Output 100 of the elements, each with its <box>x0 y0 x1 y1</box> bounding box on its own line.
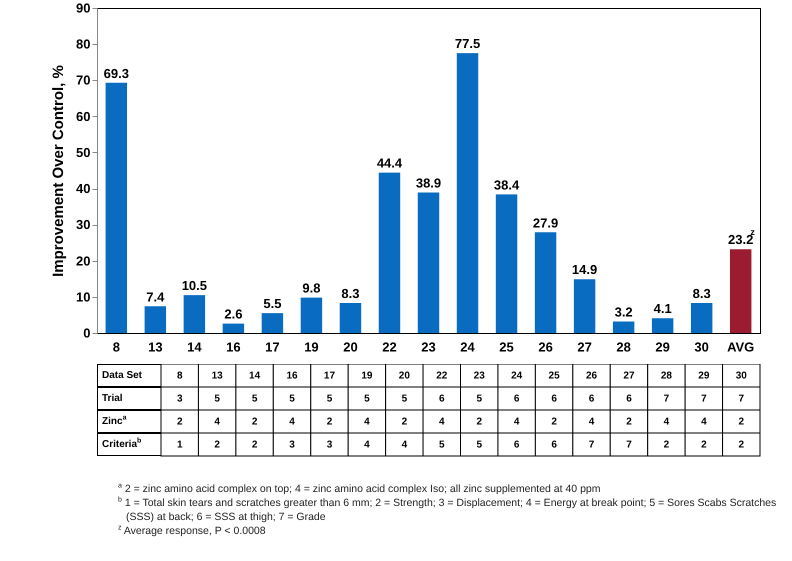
bar <box>456 53 478 333</box>
bar <box>418 192 440 333</box>
data-label: 4 <box>289 416 296 428</box>
data-label: 4 <box>588 416 595 428</box>
x-tick-label: 13 <box>148 340 163 354</box>
bar <box>184 295 206 333</box>
bar <box>574 279 596 333</box>
x-tick-label: 24 <box>460 340 476 354</box>
bar <box>690 303 712 333</box>
data-label: 14 <box>249 370 261 382</box>
data-label: 4 <box>439 416 445 428</box>
bar <box>534 232 556 333</box>
data-label: 5 <box>326 394 333 404</box>
data-label: 5.5 <box>263 296 282 312</box>
data-label: 8.3 <box>692 286 711 302</box>
y-tick-label: 20 <box>76 253 90 268</box>
x-tick-label: 23 <box>421 340 436 354</box>
bar <box>730 249 752 333</box>
data-label: 4 <box>514 416 520 428</box>
x-tick-label: 8 <box>112 340 120 354</box>
data-label: 3 <box>176 394 183 404</box>
data-label: 77.5 <box>454 36 480 52</box>
data-label: 2 <box>551 416 558 428</box>
x-tick-label: 25 <box>499 340 514 354</box>
bar <box>144 306 166 333</box>
data-label: 7 <box>664 394 670 404</box>
bar <box>262 313 284 333</box>
data-label: 2 <box>626 416 632 428</box>
data-label: 2 <box>176 416 183 428</box>
y-tick-label: Criteria$^{b}$ <box>97 433 161 456</box>
data-label: 5 <box>252 394 258 404</box>
bar <box>496 194 518 333</box>
data-label: 2 <box>738 440 744 450</box>
y-tick-label: 90 <box>76 0 90 16</box>
data-label: 1 <box>176 440 183 450</box>
data-label: 2.6 <box>224 306 242 322</box>
data-label: 7 <box>738 394 744 404</box>
data-label: 4 <box>701 416 708 428</box>
data-label: 44.4 <box>376 156 403 171</box>
data-label: 14.9 <box>572 262 598 278</box>
data-label: 6 <box>551 440 558 450</box>
y-tick-label: 70 <box>76 72 90 88</box>
bar <box>222 324 244 333</box>
data-label: 38.4 <box>494 177 520 192</box>
bar <box>106 82 128 333</box>
data-label: 27.9 <box>532 215 558 230</box>
x-tick-label: 30 <box>694 340 709 354</box>
data-label: 4 <box>402 440 408 450</box>
data-label: 2 <box>738 416 744 428</box>
data-label: 6 <box>551 394 558 404</box>
data-label: 17 <box>324 370 336 382</box>
data-label: 13 <box>212 370 224 382</box>
data-label: 10.5 <box>182 278 208 294</box>
data-label: 20 <box>398 370 410 382</box>
data-label: 5 <box>214 394 220 404</box>
y-tick-label: Data Set <box>97 364 161 387</box>
data-label: 24 <box>511 370 523 382</box>
x-tick-label: AVG <box>727 340 754 354</box>
data-label: 5 <box>289 394 296 404</box>
data-label: 8 <box>176 370 183 382</box>
data-label: 29 <box>698 370 710 382</box>
x-tick-label: 14 <box>187 340 202 354</box>
data-label: 8.3 <box>341 286 360 302</box>
text: $^{b}$ 1 = Total skin tears and scratches greater than 6 mm; 2 = Strength; 3 = Displacement; 4 = Energy at break point; 5 = Sores Scabs Scratches (SSS) at back; 6 = SSS at thigh; 7 = Grade <box>118 496 778 524</box>
data-label: 3 <box>289 440 296 450</box>
data-label: 28 <box>660 370 672 382</box>
x-tick-label: 27 <box>577 340 592 354</box>
data-label: 4.1 <box>654 301 672 316</box>
data-label: 9.8 <box>302 280 320 296</box>
data-label: 69.3 <box>104 66 129 81</box>
bar <box>612 321 634 333</box>
data-label: 5 <box>402 394 408 404</box>
x-tick-label: 19 <box>304 340 319 354</box>
x-tick-label: 20 <box>343 340 358 354</box>
y-tick-label: 50 <box>76 144 90 160</box>
data-label: 6 <box>514 440 520 450</box>
data-label: 30 <box>736 370 748 382</box>
data-label: 7 <box>626 440 632 450</box>
data-label: 22 <box>436 370 448 382</box>
data-label: 6 <box>439 394 445 404</box>
data-label: 3 <box>326 440 333 450</box>
x-tick-label: 17 <box>265 340 280 354</box>
data-label: 23 <box>474 370 486 382</box>
data-label: 38.9 <box>416 176 442 191</box>
x-tick-label: 16 <box>226 340 241 354</box>
x-tick-label: 28 <box>616 340 631 354</box>
bar <box>300 298 322 333</box>
y-axis-title: Improvement Over Control, % <box>50 65 68 277</box>
data-label: 2 <box>252 416 258 428</box>
data-label: 16 <box>286 370 298 382</box>
data-label: 2 <box>252 440 258 450</box>
data-label: 4 <box>214 416 220 428</box>
data-label: 5 <box>476 394 482 404</box>
x-tick-label: 29 <box>655 340 670 354</box>
y-tick-label: 10 <box>76 289 90 304</box>
data-label: 2 <box>214 440 220 450</box>
data-label: 6 <box>588 394 595 404</box>
bar <box>340 303 362 333</box>
data-label: 5 <box>476 440 482 450</box>
bar <box>652 318 674 333</box>
